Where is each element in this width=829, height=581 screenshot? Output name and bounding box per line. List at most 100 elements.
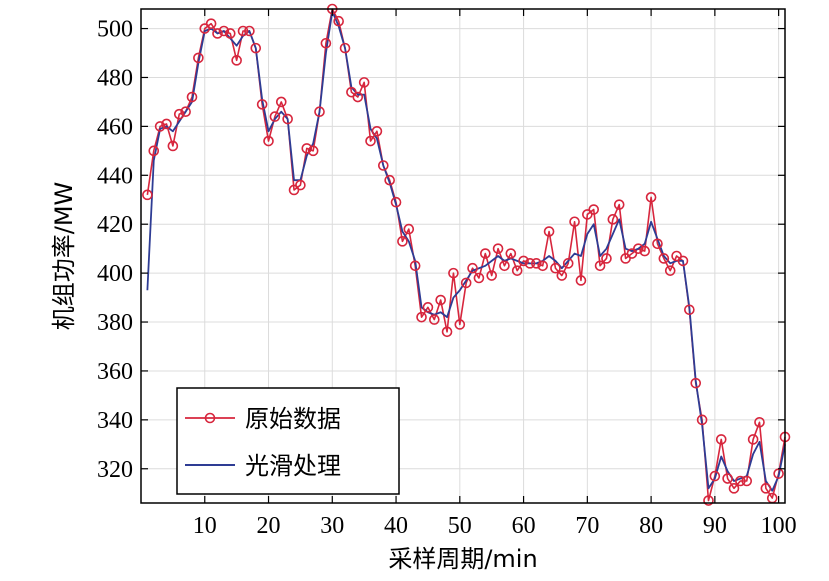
data-point-raw (645, 192, 657, 203)
ticks: 10 20 30 40 50 60 70 80 90 100 320 340 360 380 400 420 4… (97, 9, 797, 539)
data-point-raw (575, 275, 587, 286)
data-point-raw (231, 55, 242, 66)
data-point-raw (333, 15, 344, 27)
data-point-raw (154, 121, 166, 132)
data-point-raw (486, 270, 497, 281)
legend-label-smooth: 光滑处理 (245, 452, 341, 480)
data-point-raw (473, 272, 485, 284)
data-point-raw (594, 260, 606, 272)
data-point-raw (511, 265, 523, 276)
data-point-raw (633, 243, 644, 254)
data-point-raw (499, 260, 510, 272)
x-tick-label: 50 (448, 513, 472, 539)
y-tick-label: 320 (97, 457, 133, 483)
data-point-raw (754, 416, 765, 428)
data-point-raw (416, 311, 427, 323)
y-tick-label: 440 (97, 163, 133, 189)
data-point-raw (301, 143, 313, 154)
data-point-raw (492, 243, 504, 254)
data-point-raw (224, 28, 236, 39)
y-tick-label: 400 (97, 261, 133, 287)
data-point-raw (543, 226, 555, 237)
data-point-raw (505, 248, 517, 259)
data-point-raw (518, 255, 529, 267)
data-point-raw (295, 179, 306, 191)
data-point-raw (390, 196, 402, 208)
data-point-raw (467, 262, 478, 274)
data-point-raw (403, 223, 415, 235)
x-tick-label: 100 (761, 513, 797, 539)
data-point-raw (569, 216, 580, 228)
x-tick-label: 10 (193, 513, 217, 539)
data-point-raw (550, 262, 561, 274)
data-point-raw (244, 25, 255, 37)
y-tick-label: 460 (97, 114, 133, 140)
data-point-raw (339, 42, 351, 54)
data-point-raw (269, 111, 281, 122)
data-point-raw (352, 91, 364, 103)
data-point-raw (588, 204, 600, 215)
legend-marker-raw (204, 412, 216, 424)
data-point-raw (186, 91, 198, 103)
data-point-raw (722, 473, 733, 484)
data-point-raw (531, 258, 542, 269)
data-point-raw (314, 106, 325, 118)
data-point-raw (263, 135, 274, 147)
data-point-raw (371, 125, 383, 137)
data-point-raw (709, 470, 721, 482)
series-layer (142, 3, 791, 506)
data-point-raw (690, 377, 702, 389)
data-point-raw (173, 108, 185, 120)
data-point-raw (703, 495, 714, 506)
data-point-raw (212, 28, 223, 39)
data-point-raw (664, 265, 676, 276)
data-point-raw (741, 475, 753, 487)
y-tick-label: 420 (97, 212, 133, 238)
data-point-raw (142, 189, 153, 201)
data-point-raw (250, 42, 262, 54)
data-point-raw (148, 145, 160, 157)
data-point-raw (358, 77, 370, 88)
data-point-raw (480, 248, 491, 259)
data-point-raw (193, 52, 204, 64)
data-point-raw (180, 106, 191, 118)
data-point-raw (696, 414, 708, 426)
data-point-raw (524, 258, 536, 269)
data-point-raw (307, 145, 319, 157)
x-tick-label: 20 (257, 513, 281, 539)
x-tick-label: 90 (703, 513, 727, 539)
data-point-raw (275, 96, 287, 108)
x-tick-label: 30 (320, 513, 344, 539)
plot-frame (140, 8, 786, 504)
data-point-raw (218, 25, 230, 37)
data-point-raw (429, 314, 440, 325)
data-point-raw (441, 326, 453, 338)
legend-label-raw: 原始数据 (245, 405, 341, 433)
y-tick-label: 380 (97, 310, 133, 336)
data-point-raw (537, 260, 549, 272)
data-point-raw (607, 214, 619, 225)
data-point-raw (658, 253, 670, 264)
x-axis-title: 采样周期/min (388, 545, 537, 573)
legend: 原始数据 光滑处理 (176, 387, 400, 495)
data-point-raw (735, 475, 746, 487)
x-tick-label: 70 (575, 513, 599, 539)
x-tick-label: 80 (639, 513, 663, 539)
data-point-raw (377, 160, 389, 171)
data-point-raw (448, 267, 459, 279)
data-point-raw (601, 253, 612, 264)
data-point-raw (282, 113, 293, 125)
data-point-raw (365, 135, 376, 147)
x-tick-label: 40 (384, 513, 408, 539)
data-point-raw (613, 199, 625, 210)
y-tick-label: 500 (97, 17, 133, 43)
y-tick-label: 480 (97, 65, 133, 91)
data-point-raw (161, 118, 172, 130)
data-point-raw (677, 255, 689, 267)
data-point-raw (728, 483, 740, 494)
data-point-raw (652, 238, 663, 250)
data-point-raw (684, 304, 695, 316)
data-point-raw (167, 140, 179, 152)
data-point-raw (747, 434, 759, 445)
data-point-raw (760, 483, 772, 494)
